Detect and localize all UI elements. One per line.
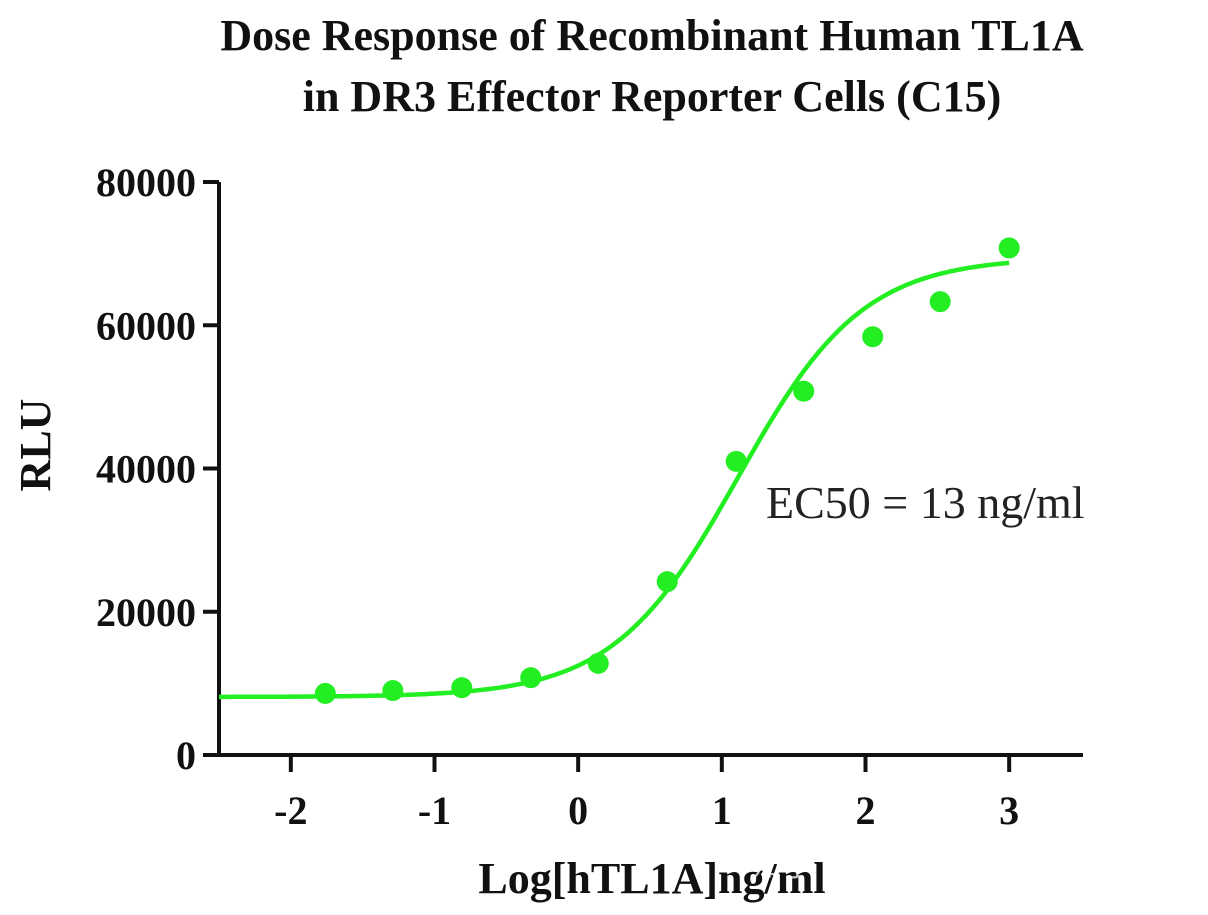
x-axis-label: Log[hTL1A]ng/ml [478,854,825,903]
x-tick-label: -1 [418,788,451,833]
data-point [587,652,609,674]
y-axis-label: RLU [11,399,60,492]
x-ticks: -2 -1 0 1 2 3 [274,755,1019,833]
y-tick-label: 60000 [96,303,196,348]
data-point [520,667,542,689]
data-point [382,680,404,702]
x-tick-label: -2 [274,788,307,833]
data-point [862,326,884,348]
x-tick-label: 0 [568,788,588,833]
y-tick-label: 20000 [96,590,196,635]
data-point [451,677,473,699]
watermark: 知乎 @南京科佰生物科技... [752,849,1120,884]
data-point [929,291,951,313]
y-ticks: 0 20000 40000 60000 80000 [96,160,219,778]
ec50-annotation: EC50 = 13 ng/ml [766,477,1085,528]
y-tick-label: 40000 [96,447,196,492]
data-point [656,571,678,593]
fit-curve [219,260,1010,700]
x-tick-label: 3 [999,788,1019,833]
data-points [314,237,1020,704]
axes [217,182,1083,757]
data-point [725,450,747,472]
data-point [998,237,1020,259]
y-tick-label: 0 [176,733,196,778]
chart-title-line1: Dose Response of Recombinant Human TL1A [220,11,1084,60]
x-tick-label: 1 [712,788,732,833]
data-point [314,682,336,704]
data-point [793,380,815,402]
y-tick-label: 80000 [96,160,196,205]
x-tick-label: 2 [856,788,876,833]
chart-title-line2: in DR3 Effector Reporter Cells (C15) [303,72,1002,121]
